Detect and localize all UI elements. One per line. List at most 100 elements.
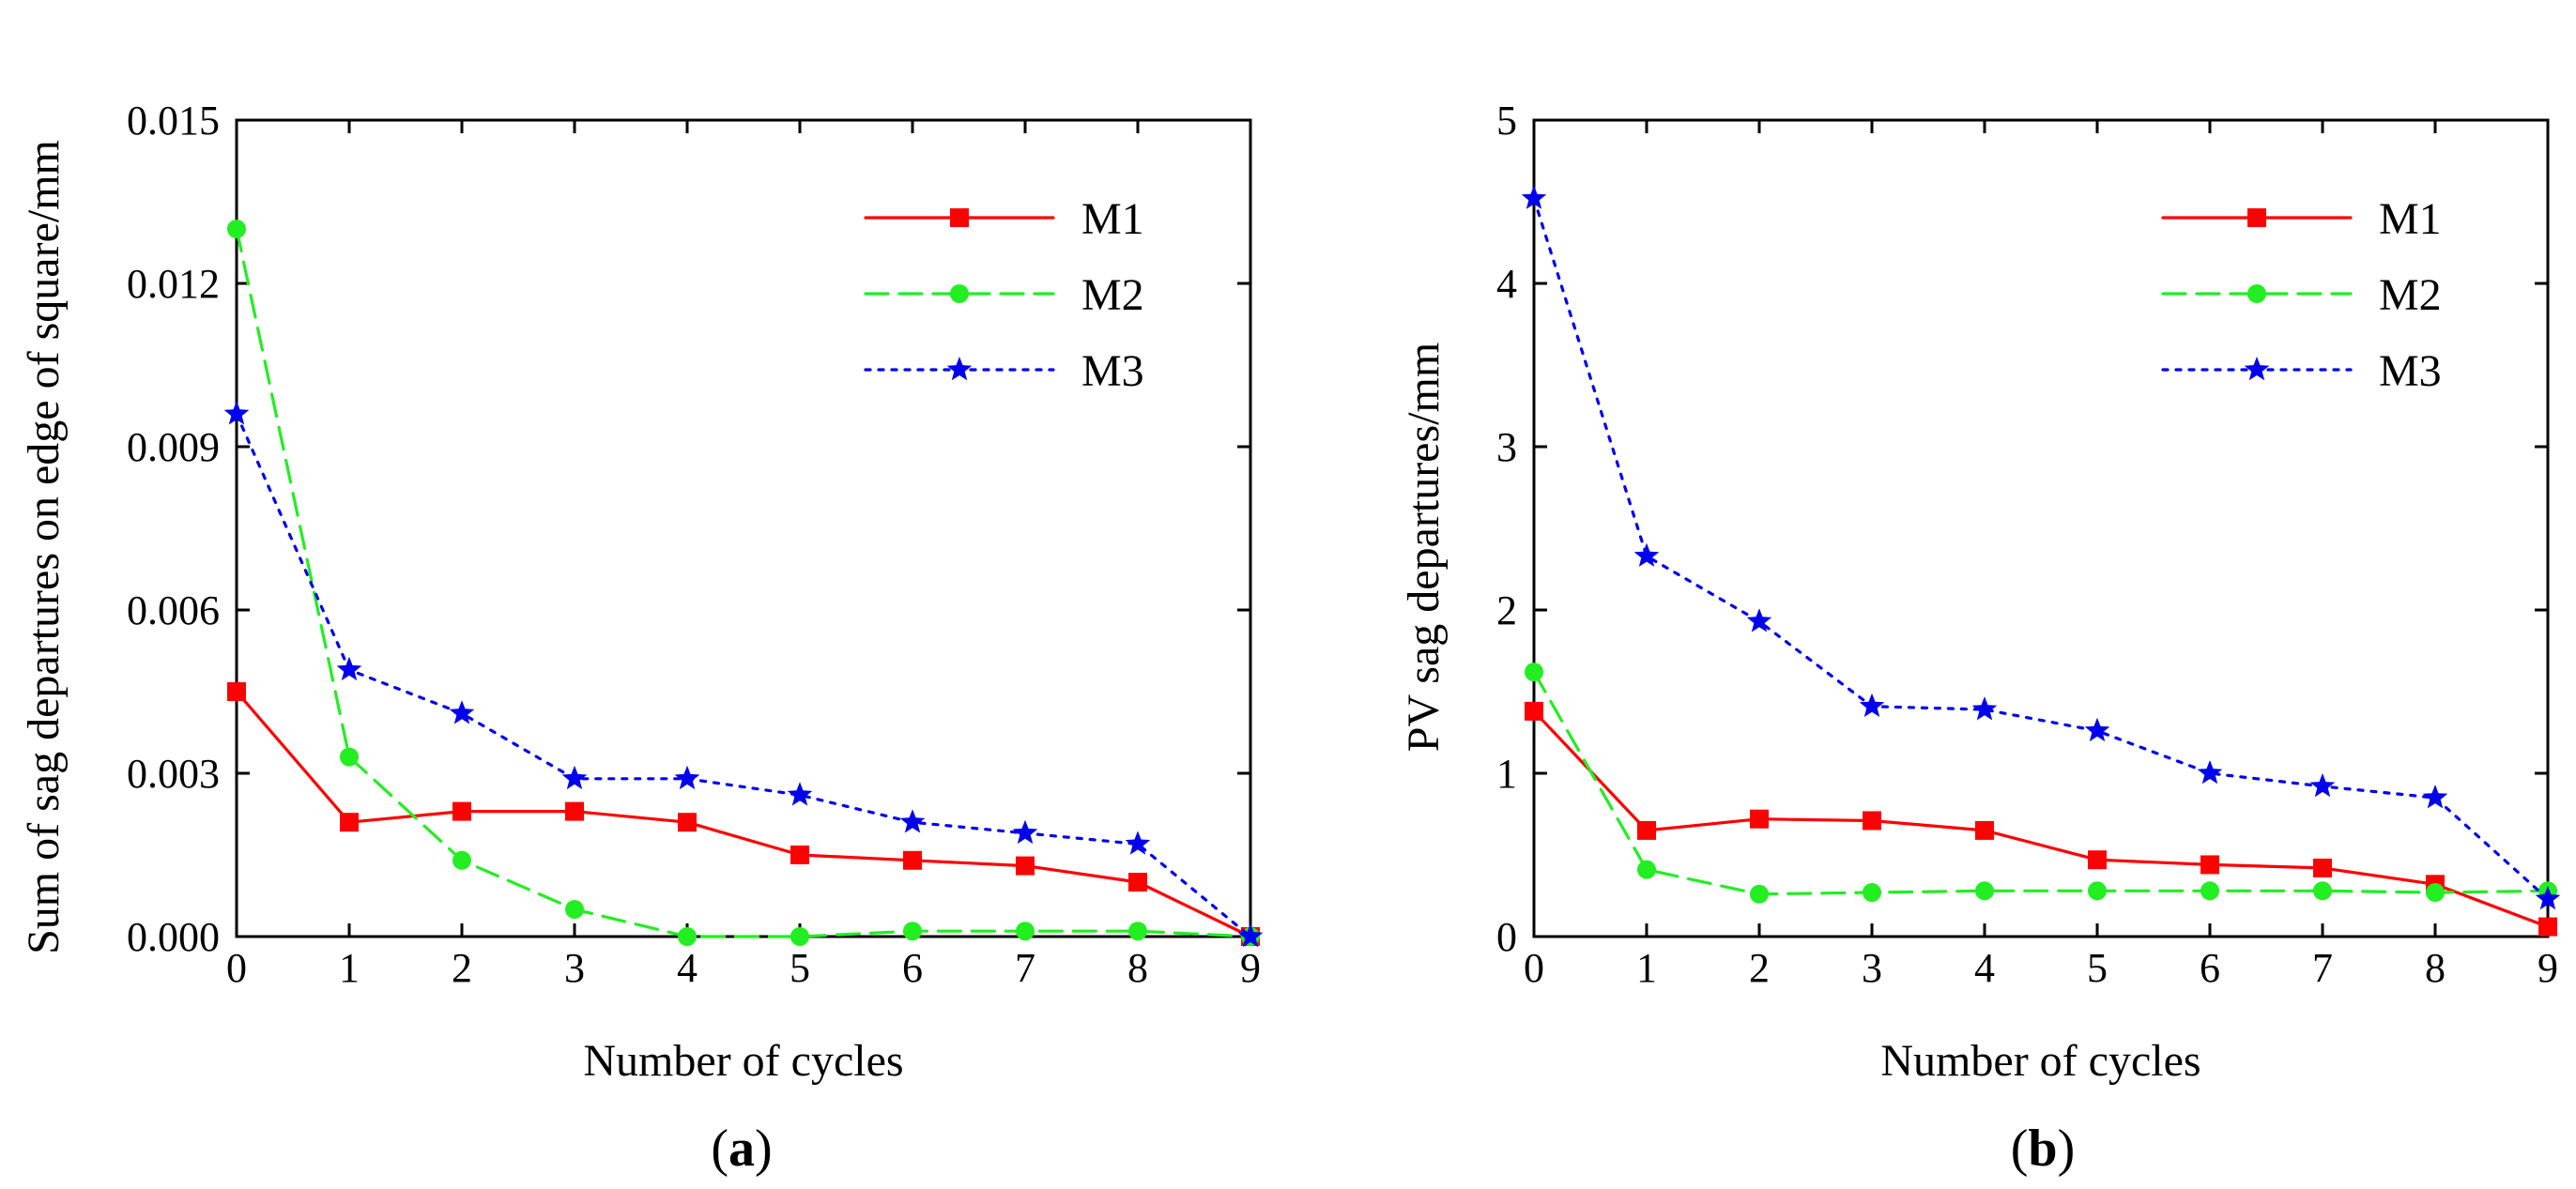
x-tick-label: 9 <box>1240 945 1261 991</box>
y-tick-label: 5 <box>1496 98 1517 144</box>
x-axis-label: Number of cycles <box>583 1036 903 1086</box>
series-M1 <box>1525 701 2557 937</box>
y-axis-label: PV sag departures/mm <box>1399 343 1449 752</box>
legend-label-M1: M1 <box>1081 194 1144 244</box>
data-point-M1 <box>903 850 922 870</box>
data-point-M3 <box>1746 608 1772 633</box>
data-point-M2 <box>903 922 922 941</box>
data-point-M3 <box>1859 693 1885 717</box>
series-line-M1 <box>1532 709 2550 929</box>
data-point-M1 <box>565 801 584 821</box>
x-tick-label: 2 <box>1749 945 1770 991</box>
data-point-M1 <box>1525 701 1543 721</box>
data-point-M3 <box>2084 717 2110 742</box>
legend: M1 M2 M3 <box>864 194 1144 396</box>
data-point-M1 <box>227 682 246 701</box>
legend: M1 M2 M3 <box>2161 194 2442 396</box>
x-tick-label: 3 <box>1862 945 1882 991</box>
x-tick-label: 7 <box>2312 945 2333 991</box>
x-tick-label: 0 <box>1524 945 1544 991</box>
series-M3 <box>1521 185 2561 910</box>
data-point-M3 <box>2422 785 2448 809</box>
x-tick-label: 4 <box>1974 945 1995 991</box>
chart-panel-b: 0 1 2 3 4 5 6 7 8 9 0 1 2 3 4 5 Number of cycles PV sag d… <box>1399 98 2561 1178</box>
series-line-M3 <box>235 412 1252 938</box>
data-point-M2 <box>1016 922 1035 941</box>
x-tick-label: 5 <box>790 945 810 991</box>
legend-label-M3: M3 <box>1081 346 1144 396</box>
data-point-M1 <box>1016 856 1035 876</box>
data-point-M2 <box>2200 881 2219 901</box>
data-point-M3 <box>336 656 362 681</box>
data-point-M2 <box>452 850 471 870</box>
y-tick-label: 4 <box>1496 261 1517 307</box>
data-point-M2 <box>1750 884 1769 904</box>
data-point-M1 <box>790 846 809 864</box>
data-point-M2 <box>1863 883 1881 903</box>
series-M1 <box>227 682 1260 946</box>
series-line-M1 <box>235 690 1252 938</box>
data-point-M3 <box>2197 760 2223 785</box>
series-M3 <box>223 401 1264 948</box>
legend-label-M3: M3 <box>2379 346 2442 396</box>
y-tick-label: 2 <box>1496 587 1517 633</box>
data-point-M3 <box>1633 542 1660 567</box>
data-point-M1 <box>1637 820 1656 840</box>
data-point-M2 <box>2088 881 2107 901</box>
legend-label-M2: M2 <box>2379 270 2442 320</box>
y-tick-label: 0.006 <box>127 587 220 633</box>
data-point-M2 <box>1128 922 1147 941</box>
data-point-M1 <box>2313 858 2332 877</box>
panel-caption-letter: b <box>2028 1120 2057 1178</box>
y-tick-label: 3 <box>1496 424 1517 470</box>
x-axis-label: Number of cycles <box>1880 1036 2200 1086</box>
y-tick-label: 0.012 <box>127 261 220 307</box>
x-tick-label: 8 <box>2425 945 2446 991</box>
data-point-M2 <box>2313 881 2332 901</box>
legend-label-M2: M2 <box>1081 270 1144 320</box>
x-tick-label: 1 <box>339 945 360 991</box>
data-point-M1 <box>1750 809 1769 829</box>
data-point-M1 <box>1863 811 1881 831</box>
y-tick-label: 0.009 <box>127 424 220 470</box>
data-point-M1 <box>1128 873 1147 892</box>
y-tick-label: 0 <box>1496 914 1517 960</box>
x-tick-label: 8 <box>1127 945 1148 991</box>
data-point-M1 <box>678 813 697 832</box>
x-tick-label: 5 <box>2087 945 2108 991</box>
data-point-M1 <box>2538 917 2557 937</box>
legend-marker-M2 <box>950 284 969 303</box>
data-point-M3 <box>1012 819 1038 845</box>
legend-marker-M1 <box>2247 208 2266 227</box>
x-tick-label: 2 <box>452 945 472 991</box>
y-tick-label: 1 <box>1496 751 1517 797</box>
data-point-M2 <box>340 747 359 767</box>
data-point-M3 <box>2535 886 2561 910</box>
y-axis-label: Sum of sag departures on edge of square/… <box>19 140 69 954</box>
panel-caption: (b) <box>2011 1120 2075 1178</box>
panel-caption: (a) <box>711 1120 772 1178</box>
chart-panel-a: 0 1 2 3 4 5 6 7 8 9 0.000 0.003 0.006 0.009 0.012 0.015… <box>19 98 1264 1178</box>
series-line-M2 <box>235 227 1252 938</box>
legend-marker-M2 <box>2247 284 2266 303</box>
x-tick-label: 7 <box>1015 945 1035 991</box>
data-point-M1 <box>2088 850 2107 870</box>
data-point-M2 <box>678 927 697 946</box>
data-point-M1 <box>1975 820 1994 840</box>
y-tick-label: 0.000 <box>127 914 220 960</box>
x-tick-label: 6 <box>902 945 923 991</box>
y-tick-label: 0.015 <box>127 98 220 144</box>
legend-label-M1: M1 <box>2379 194 2442 244</box>
panel-caption-letter: a <box>728 1120 755 1178</box>
data-point-M2 <box>1525 663 1543 682</box>
series-line-M2 <box>1532 670 2550 896</box>
data-point-M2 <box>565 900 584 919</box>
data-point-M3 <box>899 809 926 833</box>
data-point-M3 <box>1521 185 1547 209</box>
data-point-M2 <box>1975 881 1994 901</box>
data-point-M3 <box>2309 772 2336 798</box>
data-point-M2 <box>790 927 809 946</box>
data-point-M3 <box>1237 923 1264 948</box>
data-point-M1 <box>340 813 359 832</box>
